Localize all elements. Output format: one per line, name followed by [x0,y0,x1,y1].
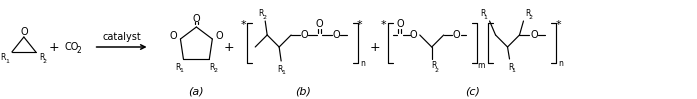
Text: 1: 1 [512,69,516,73]
Text: R: R [0,52,6,61]
Text: R: R [259,9,264,18]
Text: 2: 2 [213,69,217,73]
Text: R: R [176,62,181,71]
Text: R: R [39,52,45,61]
Text: R: R [431,61,436,70]
Text: O: O [169,31,177,41]
Text: 2: 2 [528,14,533,20]
Text: O: O [453,30,461,40]
Text: O: O [300,30,308,40]
Text: m: m [477,60,484,69]
Text: (a): (a) [189,86,204,96]
Text: 2: 2 [43,59,47,63]
Text: O: O [315,19,323,29]
Text: O: O [396,19,404,29]
Text: R: R [210,62,215,71]
Text: n: n [558,59,562,68]
Text: 2: 2 [435,68,438,72]
Text: R: R [525,9,530,18]
Text: R: R [277,65,283,73]
Text: 2: 2 [262,14,266,20]
Text: O: O [332,30,340,40]
Text: *: * [240,20,246,30]
Text: (c): (c) [465,86,480,96]
Text: catalyst: catalyst [102,32,141,42]
Text: O: O [530,30,538,40]
Text: *: * [357,20,362,30]
Text: 2: 2 [77,46,82,55]
Text: +: + [224,40,235,53]
Text: n: n [360,59,365,68]
Text: 1: 1 [281,70,285,76]
Text: O: O [410,30,418,40]
Text: R: R [480,9,485,18]
Text: *: * [556,20,561,30]
Text: O: O [192,14,200,24]
Text: (b): (b) [295,86,311,96]
Text: 1: 1 [484,14,487,20]
Text: 1: 1 [5,59,9,63]
Text: O: O [215,31,223,41]
Text: CO: CO [65,42,79,52]
Text: O: O [20,27,28,37]
Text: +: + [369,40,380,53]
Text: +: + [49,40,59,53]
Text: 1: 1 [180,69,183,73]
Text: R: R [508,62,513,71]
Text: *: * [381,20,387,30]
